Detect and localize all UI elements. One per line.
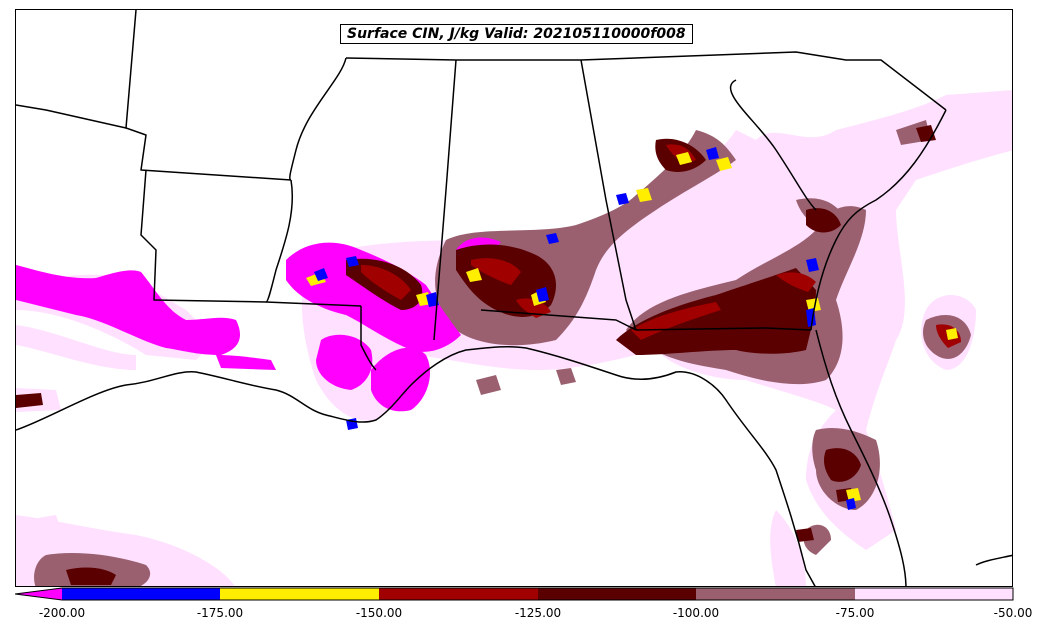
- colorbar-bin-2: [220, 588, 379, 600]
- colorbar-tick-label: -75.00: [835, 606, 875, 620]
- cin-map: [16, 10, 1012, 586]
- colorbar-tick-label: -100.00: [672, 606, 720, 620]
- colorbar-tick-label: -200.00: [38, 606, 86, 620]
- colorbar-tick-label: -175.00: [196, 606, 244, 620]
- state-borders: [16, 10, 1012, 586]
- colorbar-bin-1: [62, 588, 220, 600]
- colorbar-bin-6: [855, 588, 1013, 600]
- cin-field-magenta: [16, 237, 501, 412]
- colorbar-bin-5: [696, 588, 855, 600]
- colorbar-bin-3: [379, 588, 538, 600]
- colorbar-labels: -200.00 -175.00 -150.00 -125.00 -100.00 …: [0, 606, 1044, 626]
- colorbar-outline: [15, 587, 1014, 601]
- map-title: Surface CIN, J/kg Valid: 202105110000f00…: [340, 24, 693, 44]
- colorbar-tick-label: -50.00: [993, 606, 1033, 620]
- colorbar-tick-label: -125.00: [514, 606, 562, 620]
- colorbar: [15, 587, 1014, 601]
- colorbar-bin-4: [538, 588, 696, 600]
- map-panel: Surface CIN, J/kg Valid: 202105110000f00…: [15, 9, 1013, 587]
- colorbar-bin-0: [15, 588, 62, 600]
- colorbar-tick-label: -150.00: [355, 606, 403, 620]
